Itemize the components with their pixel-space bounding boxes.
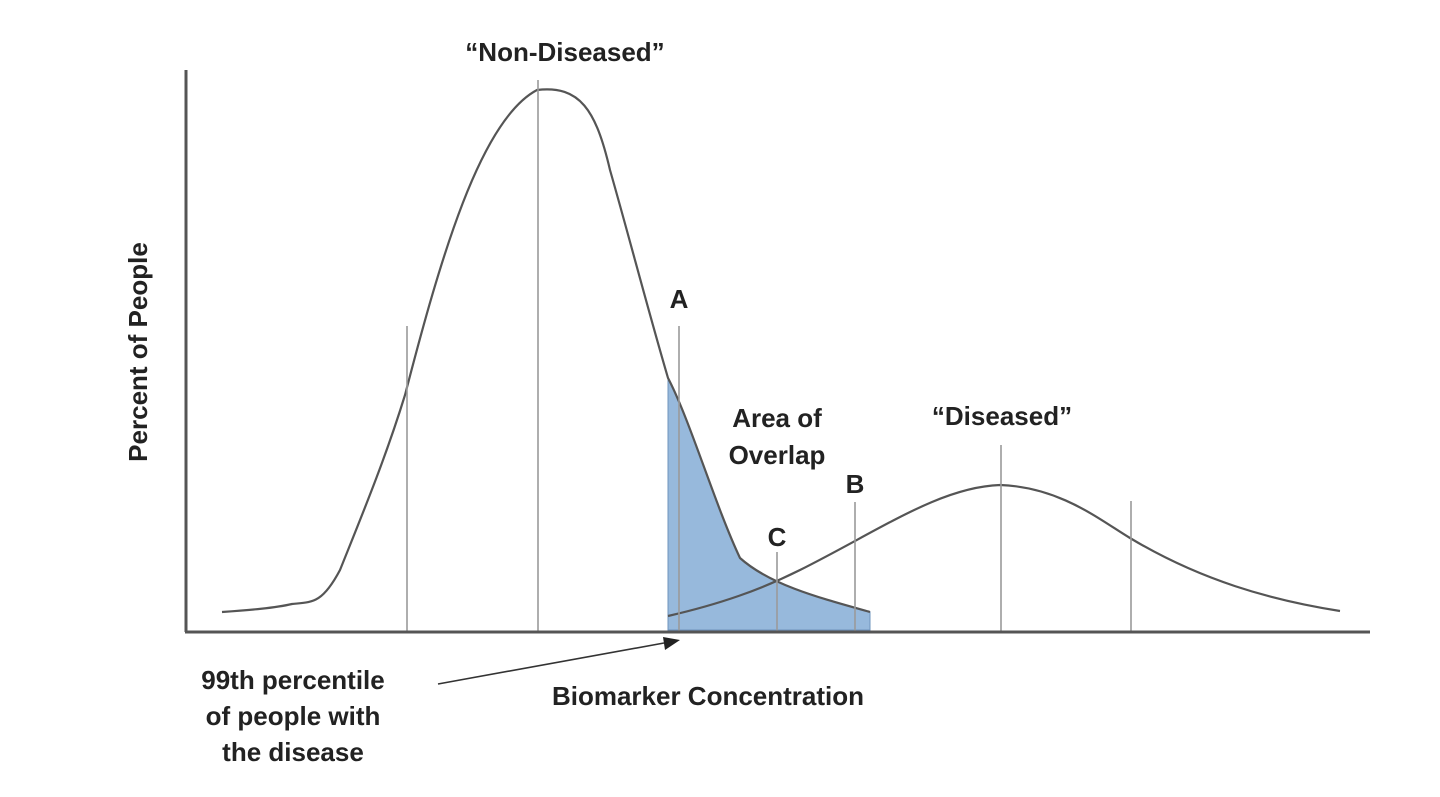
point-b-label: B xyxy=(846,469,865,499)
y-axis-label: Percent of People xyxy=(123,242,153,462)
point-c-label: C xyxy=(768,522,787,552)
overlap-label-line2: Overlap xyxy=(729,440,826,470)
diseased-label: “Diseased” xyxy=(932,401,1072,431)
point-a-label: A xyxy=(670,284,689,314)
non-diseased-curve xyxy=(221,88,871,614)
percentile-label-line1: 99th percentile xyxy=(201,665,385,695)
overlap-label-line1: Area of xyxy=(732,403,822,433)
non-diseased-label: “Non-Diseased” xyxy=(465,37,664,67)
percentile-arrow-line xyxy=(437,642,665,685)
x-axis-label: Biomarker Concentration xyxy=(552,681,864,711)
percentile-arrow-head xyxy=(663,637,680,650)
percentile-label-line2: of people with xyxy=(206,701,381,731)
percentile-label-line3: the disease xyxy=(222,737,364,767)
